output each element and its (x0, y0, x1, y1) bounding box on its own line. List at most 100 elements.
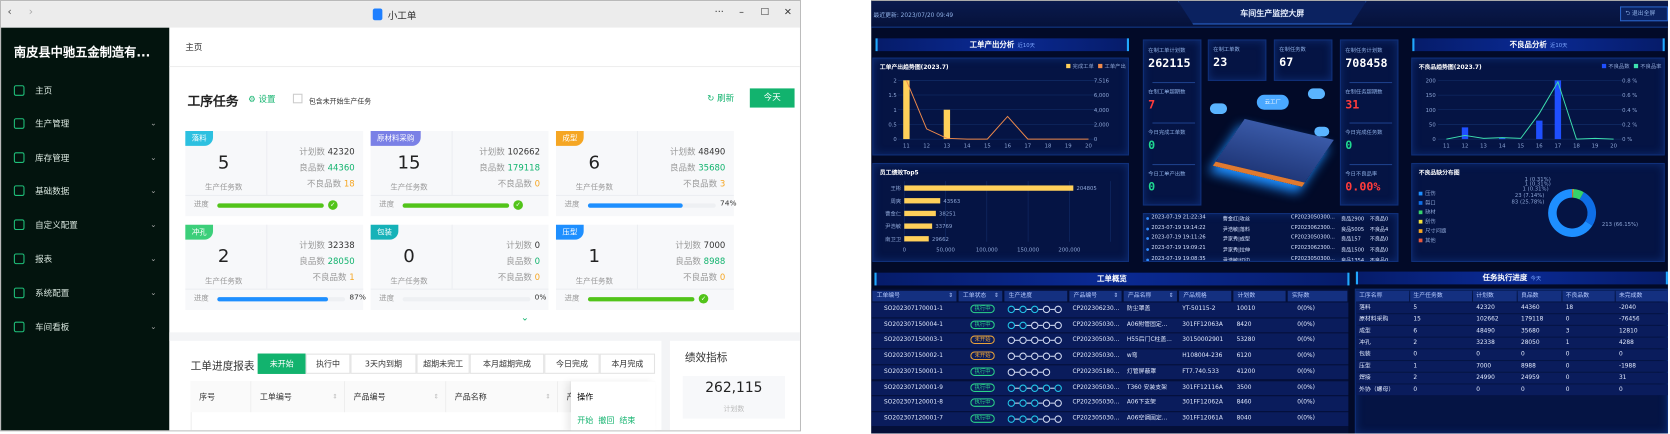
chart-title: 员工绩效Top5 (880, 169, 919, 177)
refresh-button[interactable]: ↻ 刷新 (707, 93, 734, 105)
step-node (1054, 353, 1061, 360)
expand-chevron-icon[interactable]: ⌄ (521, 313, 529, 324)
tab-1[interactable]: 执行中 (306, 354, 351, 374)
tab-4[interactable]: 本月超期完成 (470, 354, 545, 374)
sidebar-item-7[interactable]: 车间看板⌄ (1, 315, 169, 338)
table-cell: 301FF12061A (1182, 412, 1223, 426)
column-header[interactable]: 生产进度 (1004, 291, 1067, 302)
back-icon[interactable]: ‹ (7, 6, 11, 18)
sidebar-item-2[interactable]: 库存管理⌄ (1, 146, 169, 169)
sidebar-item-0[interactable]: 主页 (1, 79, 169, 102)
step-progress (1008, 305, 1068, 315)
sort-icon[interactable]: ⇕ (332, 381, 337, 412)
tab-2[interactable]: 3天内到期 (350, 354, 416, 374)
today-button[interactable]: 今天 (750, 88, 795, 107)
stat-label: 良品数 (670, 163, 698, 173)
close-icon[interactable]: ✕ (784, 7, 792, 18)
event-field: 良品5005 (1341, 225, 1364, 232)
column-header[interactable]: 工单状态⇕ (959, 291, 1003, 302)
table-cell: 301FF12063A (1182, 318, 1223, 332)
x-tick: 11 (903, 144, 910, 150)
step-node (1031, 337, 1038, 344)
minimize-icon[interactable]: – (739, 7, 744, 18)
table-cell: 0(0%) (1297, 318, 1315, 332)
sidebar-item-3[interactable]: 基础数据⌄ (1, 179, 169, 202)
column-header[interactable]: 产品名称⇕ (446, 381, 558, 412)
settings-button[interactable]: ⚙ 设置 (248, 94, 275, 106)
tab-5[interactable]: 今日完成 (544, 354, 599, 374)
table-cell: 44360 (1521, 302, 1540, 313)
sort-icon[interactable]: ⇕ (545, 381, 550, 412)
row-action-links[interactable]: 开始 撤回 结束 (577, 415, 635, 426)
column-header[interactable]: 产品编号⇕ (345, 381, 446, 412)
column-header[interactable]: 产品规格 (1179, 291, 1231, 302)
tab-6[interactable]: 本月完成 (600, 354, 655, 374)
sort-icon[interactable]: ⇕ (433, 381, 438, 412)
event-field: 不良品0 (1370, 236, 1389, 243)
column-header[interactable]: 产品名称⇕ (1124, 291, 1177, 302)
report-title: 工单进度报表 (191, 357, 255, 373)
include-not-started-checkbox[interactable] (293, 94, 303, 104)
event-field: 良品1500 (1341, 246, 1364, 253)
table-cell: CP202305030... (1073, 349, 1120, 363)
bar-王彬 (904, 185, 1073, 190)
table-cell: 0 (1619, 384, 1623, 395)
system-config-icon (14, 288, 25, 299)
sidebar-item-4[interactable]: 自定义配置⌄ (1, 213, 169, 236)
column-header[interactable]: 产品编号⇕ (1069, 291, 1121, 302)
step-node (1019, 400, 1026, 407)
column-header[interactable]: 计划数 (1233, 291, 1285, 302)
kpi-label: 在制工单超期数 (1148, 88, 1185, 95)
column-header[interactable]: 工单编号⇕ (872, 291, 956, 302)
table-cell: 2 (1413, 373, 1417, 384)
x-tick: 200,000 (1058, 247, 1081, 253)
column-header[interactable]: 产 (558, 381, 571, 412)
task-count-label: 生产任务数 (371, 276, 448, 287)
tab-0[interactable]: 未开始 (258, 354, 306, 374)
sort-icon[interactable]: ⇕ (1113, 291, 1118, 302)
exit-fullscreen-button[interactable]: ⮌ 退出全屏 (1620, 6, 1668, 21)
sort-icon[interactable]: ⇕ (1169, 291, 1174, 302)
bar-曹金仁 (904, 211, 936, 216)
forward-icon[interactable]: › (29, 6, 33, 18)
sidebar-item-label: 基础数据 (35, 185, 69, 197)
legend-swatch (1066, 64, 1070, 68)
more-icon[interactable]: ··· (715, 7, 724, 18)
sidebar-item-6[interactable]: 系统配置⌄ (1, 281, 169, 304)
sidebar-item-1[interactable]: 生产管理⌄ (1, 112, 169, 135)
divider (1152, 122, 1195, 123)
step-progress (1008, 399, 1068, 409)
sidebar-item-label: 自定义配置 (35, 219, 78, 231)
event-field: 不良品0 (1370, 256, 1389, 262)
legend-label: 尺寸问题 (1425, 226, 1447, 234)
x-tick: 13 (943, 144, 950, 150)
x-tick: 14 (1499, 144, 1506, 150)
slice-label: 83 (25.78%) (1512, 199, 1545, 205)
sort-icon[interactable]: ⇕ (994, 291, 999, 302)
sort-icon[interactable]: ⇕ (948, 291, 953, 302)
tab-3[interactable]: 超期未完工 (416, 354, 469, 374)
column-header[interactable]: 工单编号⇕ (251, 381, 345, 412)
column-header[interactable]: 实际数 (1288, 291, 1348, 302)
stat-label: 计划数 (479, 147, 507, 157)
column-header[interactable]: 序号 (191, 381, 252, 412)
sidebar-item-5[interactable]: 报表⌄ (1, 247, 169, 270)
check-icon: ✓ (328, 200, 338, 210)
maximize-icon[interactable]: ☐ (760, 7, 769, 18)
